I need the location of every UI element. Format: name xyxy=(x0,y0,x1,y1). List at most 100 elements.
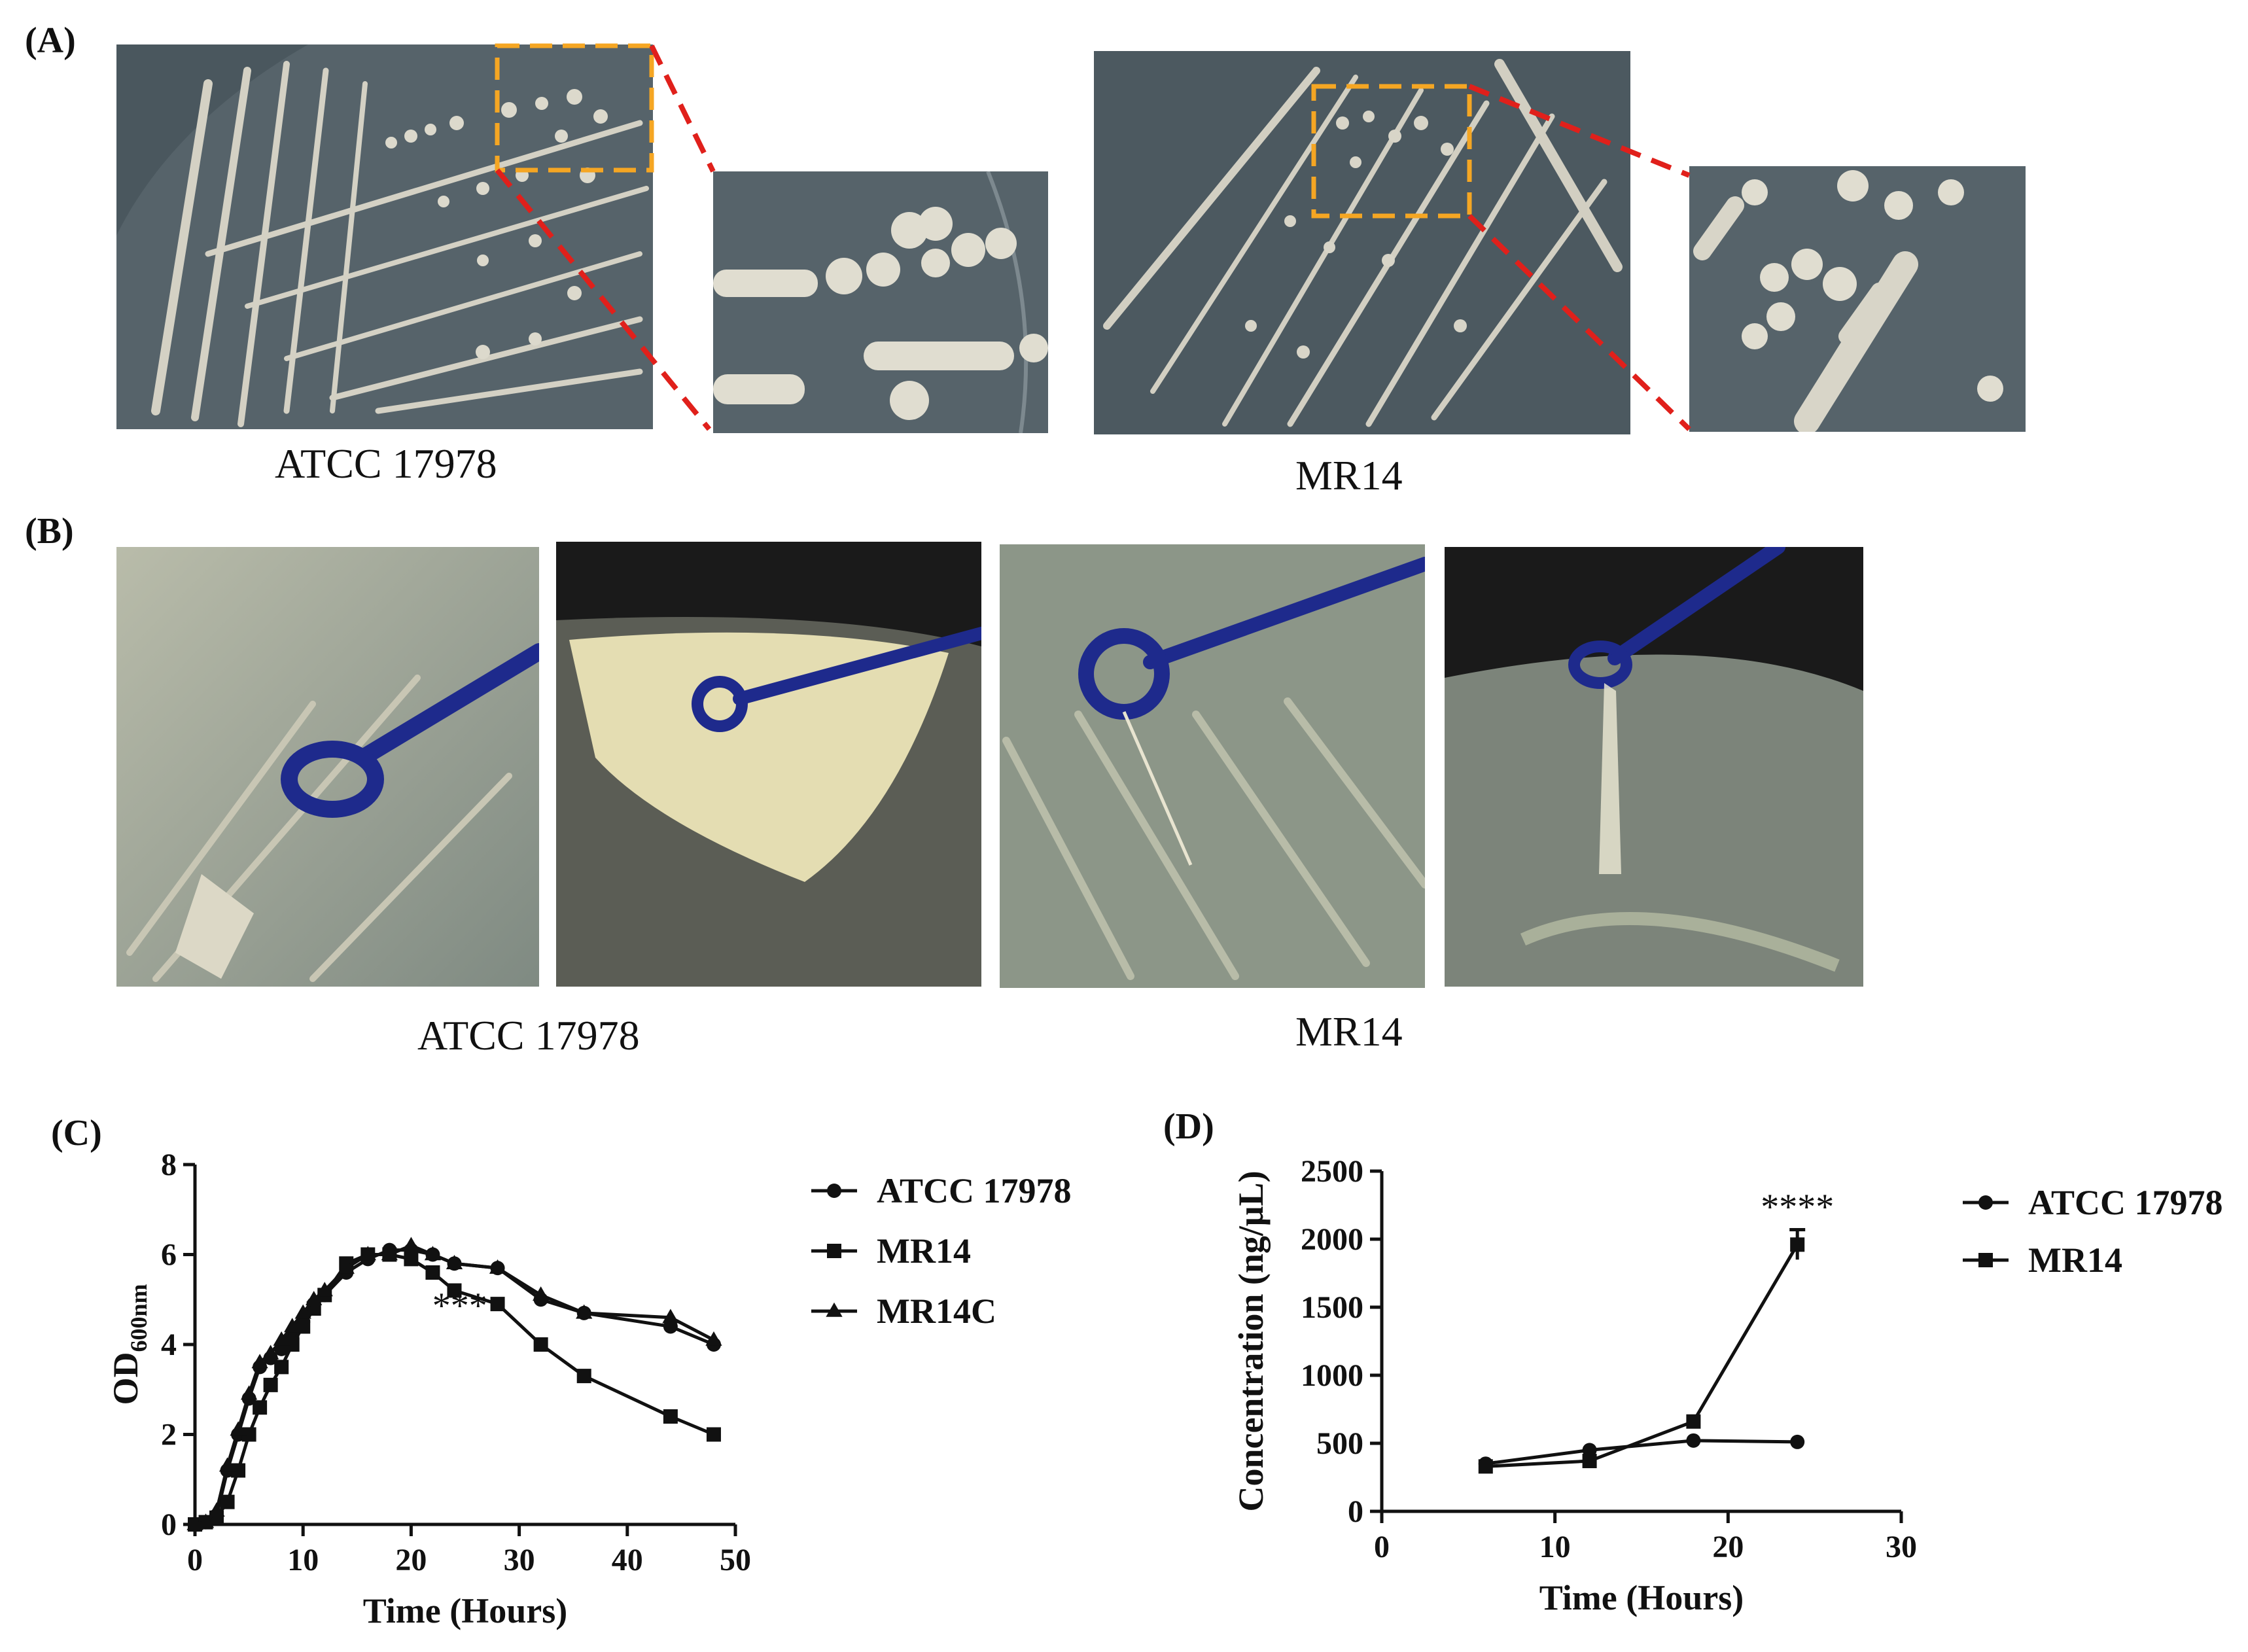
data-point xyxy=(262,1344,279,1360)
data-point xyxy=(1582,1443,1597,1458)
data-point xyxy=(273,1331,290,1346)
legend-marker xyxy=(827,1244,841,1258)
legend-label: ATCC 17978 xyxy=(877,1171,1072,1210)
data-point xyxy=(447,1283,462,1298)
chart-c-legend: ATCC 17978 MR14 MR14C xyxy=(811,1171,1072,1331)
y-tick-label: 1000 xyxy=(1301,1358,1363,1393)
data-point xyxy=(231,1463,246,1478)
significance-annotation: *** xyxy=(432,1286,487,1326)
caption-a-mr14: MR14 xyxy=(1295,452,1403,499)
data-point xyxy=(404,1252,419,1267)
data-point xyxy=(208,1502,225,1517)
data-point xyxy=(306,1291,323,1306)
plate-zoom-atcc xyxy=(713,171,1048,433)
data-point xyxy=(219,1457,236,1472)
legend-marker xyxy=(827,1184,841,1198)
legend-label: MR14C xyxy=(877,1292,996,1331)
panel-c-label: (C) xyxy=(51,1113,102,1153)
data-point xyxy=(285,1337,300,1352)
data-point xyxy=(532,1286,550,1301)
data-point xyxy=(241,1427,256,1442)
growth-curve-chart: 0 10 20 30 40 50 0 2 4 6 8 Time (Hours) OD600nm *** … xyxy=(0,1138,1125,1649)
data-point xyxy=(446,1255,463,1270)
y-tick-label: 8 xyxy=(161,1148,177,1182)
data-point xyxy=(296,1319,311,1334)
x-tick-label: 0 xyxy=(187,1543,203,1577)
y-tick-label: 2500 xyxy=(1301,1154,1363,1189)
caption-b-mr14: MR14 xyxy=(1295,1008,1403,1055)
data-point xyxy=(359,1246,376,1261)
zoom-line-atcc-top xyxy=(649,44,716,173)
x-tick-label: 50 xyxy=(720,1543,751,1577)
data-point xyxy=(230,1421,247,1436)
data-point xyxy=(1790,1434,1805,1449)
data-point xyxy=(274,1360,289,1375)
y-tick-label: 6 xyxy=(161,1238,177,1273)
data-point xyxy=(576,1304,593,1319)
string-test-photo-mr14-1 xyxy=(1000,544,1425,988)
data-point xyxy=(489,1259,506,1274)
data-point xyxy=(1686,1414,1701,1429)
y-tick-label: 2 xyxy=(161,1418,177,1452)
data-point xyxy=(338,1259,355,1274)
legend-label: MR14 xyxy=(2028,1240,2122,1280)
x-tick-label: 30 xyxy=(504,1543,535,1577)
panel-d-label: (D) xyxy=(1163,1106,1214,1147)
data-point xyxy=(284,1318,301,1333)
data-point xyxy=(251,1354,268,1369)
y-axis-title: OD600nm xyxy=(106,1284,152,1405)
plate-photo-mr14 xyxy=(1094,51,1630,434)
series-line-mr14 xyxy=(1485,1244,1799,1468)
y-tick-label: 500 xyxy=(1316,1426,1363,1461)
legend-label: MR14 xyxy=(877,1231,971,1271)
data-point xyxy=(197,1513,215,1528)
string-test-photo-mr14-2 xyxy=(1445,547,1863,987)
x-tick-label: 10 xyxy=(287,1543,319,1577)
data-point xyxy=(240,1385,258,1400)
data-point xyxy=(316,1282,333,1297)
y-tick-label: 4 xyxy=(161,1327,177,1362)
caption-a-atcc: ATCC 17978 xyxy=(275,440,497,487)
series-line-atcc-17978 xyxy=(1485,1439,1798,1466)
y-tick-label: 2000 xyxy=(1301,1222,1363,1257)
data-point xyxy=(490,1297,505,1312)
x-tick-label: 0 xyxy=(1374,1530,1390,1564)
data-point xyxy=(576,1369,591,1384)
data-point xyxy=(263,1377,278,1392)
data-point xyxy=(294,1304,311,1319)
x-tick-label: 20 xyxy=(395,1543,427,1577)
legend-marker xyxy=(1978,1253,1993,1267)
legend-marker xyxy=(1978,1195,1993,1210)
data-point xyxy=(381,1246,398,1261)
data-point xyxy=(662,1309,679,1324)
legend-marker xyxy=(826,1302,843,1317)
data-point xyxy=(1478,1459,1493,1474)
data-point xyxy=(533,1337,548,1352)
data-point xyxy=(1582,1454,1597,1469)
y-tick-label: 0 xyxy=(1348,1494,1363,1529)
data-point xyxy=(424,1246,442,1261)
chart-d-axes: 0 10 20 30 0 500 1000 1500 2000 2500 Time (Hours) C… xyxy=(1231,1154,1917,1617)
significance-annotation: **** xyxy=(1761,1187,1834,1227)
x-tick-label: 20 xyxy=(1712,1530,1744,1564)
panel-a-label: (A) xyxy=(25,20,76,61)
chart-d-series: **** xyxy=(1478,1187,1834,1474)
plate-photo-atcc xyxy=(116,44,653,429)
x-tick-label: 30 xyxy=(1886,1530,1917,1564)
y-axis-title: Concentration (ng/μL) xyxy=(1231,1170,1271,1511)
capsule-concentration-svg: 0 10 20 30 0 500 1000 1500 2000 2500 Time (Hours) C… xyxy=(1231,1154,2223,1617)
data-point xyxy=(253,1400,268,1415)
plate-zoom-mr14 xyxy=(1689,166,2026,432)
panel-b-label: (B) xyxy=(25,511,74,552)
data-point xyxy=(705,1331,722,1346)
y-tick-label: 1500 xyxy=(1301,1290,1363,1325)
data-point xyxy=(663,1409,678,1424)
data-point xyxy=(1790,1237,1805,1252)
data-point xyxy=(220,1494,235,1509)
chart-c-series: *** xyxy=(186,1237,722,1532)
capsule-concentration-chart: 0 10 20 30 0 500 1000 1500 2000 2500 Time (Hours) C… xyxy=(1125,1138,2248,1649)
chart-d-legend: ATCC 17978 MR14 xyxy=(1963,1183,2223,1280)
y-tick-label: 0 xyxy=(161,1507,177,1542)
x-tick-label: 40 xyxy=(612,1543,643,1577)
x-axis-title: Time (Hours) xyxy=(363,1591,567,1630)
